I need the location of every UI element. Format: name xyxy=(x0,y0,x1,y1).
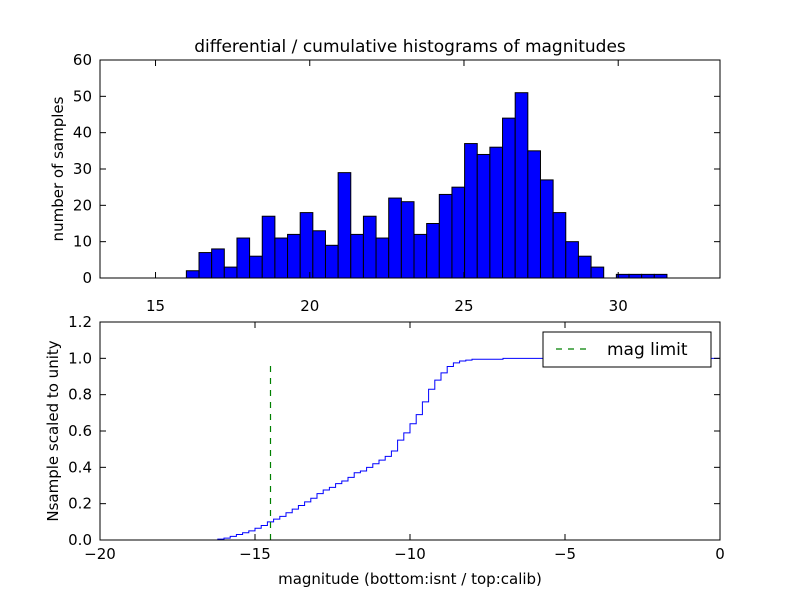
histogram-bar xyxy=(628,273,643,279)
histogram-bar xyxy=(476,153,491,279)
bottom-axes-frame xyxy=(99,321,721,541)
histogram-bar xyxy=(489,146,504,279)
top-axis-ticks: 0 10 20 30 40 50 60 15 20 25 30 xyxy=(73,51,720,315)
legend-label: mag limit xyxy=(607,340,688,360)
histogram-bar xyxy=(426,223,440,279)
x-tick-label: 0 xyxy=(715,545,725,563)
legend: mag limit xyxy=(542,331,712,368)
histogram-bar xyxy=(438,193,453,279)
histogram-bar xyxy=(590,266,605,279)
chart-title: differential / cumulative histograms of … xyxy=(194,37,626,57)
histogram-bar xyxy=(198,252,213,279)
y-tick-label: 10 xyxy=(73,233,92,251)
histogram-bar xyxy=(261,215,276,279)
histogram-bar xyxy=(350,233,364,279)
x-tick-label: −15 xyxy=(239,545,271,563)
y-tick-label: 20 xyxy=(73,196,92,214)
y-tick-label: 40 xyxy=(73,124,92,142)
x-tick-label: 25 xyxy=(454,297,473,315)
histogram-bar xyxy=(577,255,592,279)
y-tick-label: 0.0 xyxy=(68,531,92,549)
bottom-y-axis-label: Nsample scaled to unity xyxy=(44,340,62,521)
bottom-cumulative-panel: 0.0 0.2 0.4 0.6 0.8 1.0 1.2 −20 −15 −10 −5 0 mag li… xyxy=(44,313,725,588)
histogram-bar xyxy=(388,197,402,279)
histogram-bar xyxy=(236,237,251,279)
histogram-bar xyxy=(400,201,415,279)
histogram-bar xyxy=(362,215,377,279)
histogram-bar xyxy=(464,143,478,279)
histogram-bar xyxy=(552,212,567,279)
histogram-bar xyxy=(641,273,655,279)
histogram-bar xyxy=(539,179,554,279)
y-tick-label: 60 xyxy=(73,51,92,69)
cumulative-step-line xyxy=(100,357,721,541)
top-histogram-panel: differential / cumulative histograms of … xyxy=(49,37,721,315)
y-tick-label: 0.2 xyxy=(68,495,92,513)
x-tick-label: −10 xyxy=(394,545,426,563)
histogram-bar xyxy=(653,273,668,279)
histogram-bar xyxy=(413,233,428,279)
histogram-bar xyxy=(211,248,225,279)
y-tick-label: 0.6 xyxy=(68,422,92,440)
histogram-bar xyxy=(514,92,529,279)
histogram-bar xyxy=(287,233,301,279)
y-tick-label: 30 xyxy=(73,160,92,178)
histogram-bar xyxy=(299,212,314,279)
histogram-bar xyxy=(451,186,466,279)
y-tick-label: 1.0 xyxy=(68,349,92,367)
x-tick-label: 20 xyxy=(300,297,319,315)
bottom-x-axis-label: magnitude (bottom:isnt / top:calib) xyxy=(278,570,542,588)
histogram-bar xyxy=(565,241,579,279)
x-tick-label: −20 xyxy=(84,545,116,563)
top-axes-frame xyxy=(99,59,721,279)
histogram-bar xyxy=(185,270,200,279)
x-tick-label: −5 xyxy=(554,545,576,563)
histogram-bar xyxy=(337,172,352,279)
histogram-bar xyxy=(223,266,238,279)
histogram-bar xyxy=(324,244,339,279)
histogram-bar xyxy=(274,237,289,279)
x-tick-label: 30 xyxy=(609,297,628,315)
histogram-bar xyxy=(249,255,263,279)
top-y-axis-label: number of samples xyxy=(49,96,67,241)
histogram-bar xyxy=(312,230,326,279)
x-tick-label: 15 xyxy=(146,297,165,315)
histogram-bar xyxy=(527,150,541,279)
y-tick-label: 0 xyxy=(82,269,92,287)
histogram-bar xyxy=(375,237,390,279)
y-tick-label: 1.2 xyxy=(68,313,92,331)
y-tick-label: 50 xyxy=(73,87,92,105)
histogram-bar xyxy=(502,117,516,279)
bottom-axis-ticks: 0.0 0.2 0.4 0.6 0.8 1.0 1.2 −20 −15 −10 −5 0 xyxy=(68,313,725,563)
y-tick-label: 0.4 xyxy=(68,458,92,476)
y-tick-label: 0.8 xyxy=(68,386,92,404)
